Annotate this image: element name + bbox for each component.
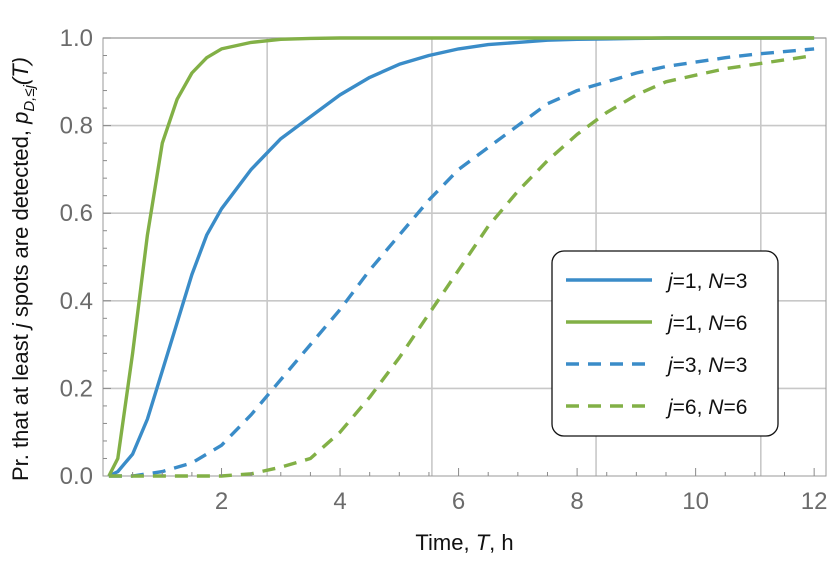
series-group [107, 36, 815, 478]
legend-label: j=3, N=3 [665, 354, 747, 377]
y-tick-label: 0.6 [60, 200, 93, 227]
tick-group [103, 37, 815, 476]
x-tick-label: 6 [452, 488, 465, 515]
y-tick-label: 1.0 [60, 25, 93, 52]
legend-label: j=1, N=6 [665, 312, 747, 335]
y-axis-title: Pr. that at least j spots are detected, … [8, 57, 38, 481]
x-axis-title: Time, T, h [415, 530, 513, 555]
series-line [108, 53, 815, 478]
legend: j=1, N=3 j=1, N=6 j=3, N=3 j=6, N=6 [551, 250, 779, 437]
tick-labels: 2 4 6 8 10 12 0.0 0.2 0.4 0.6 0.8 1.0 [60, 25, 828, 515]
x-tick-label: 4 [333, 488, 346, 515]
series-line [107, 36, 815, 477]
series-line [108, 47, 815, 478]
x-tick-label: 10 [682, 488, 709, 515]
legend-label: j=6, N=6 [665, 396, 747, 419]
x-tick-label: 2 [215, 488, 228, 515]
x-tick-label: 12 [801, 488, 828, 515]
y-tick-label: 0.2 [60, 375, 93, 402]
x-tick-label: 8 [570, 488, 583, 515]
legend-label: j=1, N=3 [665, 270, 747, 293]
y-tick-label: 0.8 [60, 113, 93, 140]
legend-box [551, 250, 779, 437]
y-tick-label: 0.0 [60, 463, 93, 490]
y-tick-label: 0.4 [60, 288, 93, 315]
